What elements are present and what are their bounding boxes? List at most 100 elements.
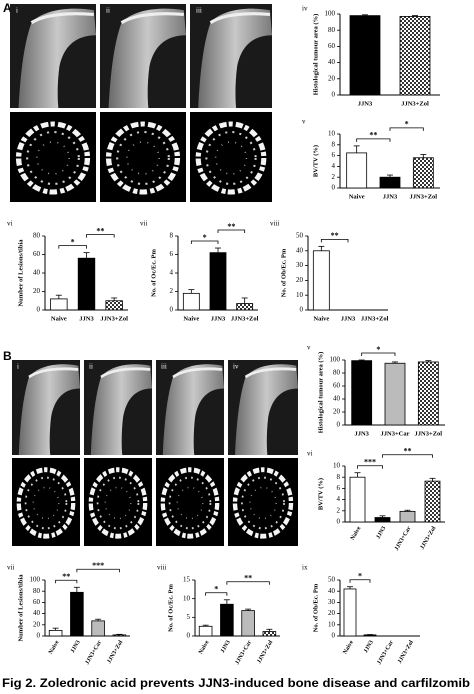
y-tick-label: 40 — [33, 269, 41, 277]
y-tick-label: 4 — [337, 495, 341, 503]
bar — [48, 630, 63, 637]
y-tick-label: 40 — [296, 246, 304, 254]
y-tick-label: 40 — [328, 587, 336, 595]
y-tick-label: 10 — [333, 462, 341, 470]
image-label: i — [17, 363, 19, 371]
y-tick-label: 0 — [170, 306, 174, 314]
significance-bracket — [382, 454, 433, 458]
x-tick-label: JJN3+Zol — [397, 639, 415, 664]
panel-label: viii — [157, 564, 166, 572]
y-tick-label: 20 — [328, 609, 336, 617]
bar — [374, 517, 391, 523]
y-tick-label: 0 — [337, 421, 341, 429]
significance-label: ** — [369, 131, 377, 140]
y-tick-label: 0 — [37, 632, 41, 640]
image-label: ii — [89, 363, 93, 371]
y-tick-label: 60 — [333, 382, 341, 390]
image-label: ii — [106, 7, 110, 15]
significance-label: * — [358, 572, 362, 581]
y-axis-label: BV/TV (%) — [312, 145, 319, 177]
panel-label: ix — [302, 564, 308, 572]
significance-bracket — [361, 352, 396, 356]
significance-label: ** — [244, 574, 252, 583]
significance-bracket — [86, 234, 115, 238]
x-tick-label: JJN3+Car — [381, 430, 410, 437]
y-tick-label: 80 — [33, 232, 41, 240]
y-tick-label: 6 — [337, 484, 341, 492]
bar — [262, 631, 277, 637]
x-tick-label: JJN3+Car — [376, 639, 395, 665]
y-tick-label: 100 — [330, 356, 341, 364]
x-tick-label: Naive — [198, 639, 211, 655]
bar — [198, 625, 213, 637]
y-tick-label: 10 — [296, 291, 304, 299]
y-tick-label: 40 — [33, 609, 41, 617]
significance-bracket — [226, 581, 270, 585]
panel-label: v — [302, 118, 306, 126]
y-axis-label: Histological tumour area (%) — [317, 352, 324, 434]
section-image — [100, 112, 186, 202]
y-tick-label: 30 — [296, 261, 304, 269]
bone-image — [228, 360, 298, 455]
y-tick-label: 80 — [328, 26, 336, 34]
y-tick-label: 0 — [187, 632, 191, 640]
section-image — [156, 458, 224, 546]
bar — [91, 620, 105, 637]
y-tick-label: 60 — [328, 42, 336, 50]
bar — [209, 252, 227, 311]
x-tick-label: Naive — [48, 639, 61, 655]
bar — [399, 510, 416, 523]
significance-label: * — [71, 237, 75, 246]
x-tick-label: JJN3 — [211, 315, 226, 322]
y-tick-label: 10 — [328, 130, 336, 138]
significance-label: *** — [364, 458, 376, 467]
x-tick-label: JJN3+Car — [234, 639, 253, 665]
bar — [424, 480, 441, 523]
section-letter: A — [3, 1, 12, 15]
significance-label: ** — [331, 231, 339, 240]
y-tick-label: 60 — [33, 598, 41, 606]
x-tick-label: JJN3+Zol — [420, 525, 438, 550]
significance-bracket — [217, 229, 246, 234]
y-tick-label: 2 — [337, 506, 341, 514]
bar — [351, 360, 373, 426]
x-tick-label: Naive — [349, 193, 365, 200]
panel-label: viii — [270, 220, 279, 228]
y-tick-label: 100 — [30, 576, 41, 584]
bar — [363, 634, 377, 637]
x-tick-label: JJN3 — [70, 640, 82, 655]
bar — [77, 257, 96, 311]
panel-label: vii — [7, 564, 14, 572]
bar — [105, 300, 123, 311]
image-label: iv — [233, 363, 239, 371]
x-tick-label: JJN3+Car — [394, 525, 413, 551]
significance-label: * — [214, 585, 218, 594]
x-tick-label: JJN3+Zol — [410, 193, 438, 200]
y-tick-label: 0 — [37, 306, 41, 314]
y-tick-label: 15 — [183, 576, 191, 584]
bar — [349, 15, 381, 96]
significance-label: * — [405, 120, 409, 129]
bar — [399, 16, 431, 96]
bone-image — [10, 4, 96, 108]
significance-bracket — [58, 245, 87, 249]
y-tick-label: 20 — [328, 74, 336, 82]
y-tick-label: 0 — [337, 518, 341, 526]
panel-label: iv — [302, 5, 308, 13]
y-tick-label: 100 — [325, 10, 336, 18]
x-tick-label: Naive — [342, 639, 355, 655]
y-tick-label: 6 — [170, 250, 174, 258]
x-tick-label: JJN3 — [341, 315, 356, 322]
bar — [349, 476, 366, 523]
x-tick-label: JJN3 — [363, 640, 375, 655]
y-axis-label: BV/TV (%) — [317, 478, 324, 510]
bar — [412, 157, 434, 189]
y-tick-label: 30 — [328, 598, 336, 606]
y-axis-label: No. of Ob/Ec. Pm — [280, 248, 287, 297]
y-tick-label: 2 — [332, 173, 336, 181]
x-tick-label: JJN3 — [383, 193, 398, 200]
significance-label: * — [203, 233, 207, 242]
y-tick-label: 8 — [332, 140, 336, 148]
x-tick-label: JJN3+Car — [84, 639, 103, 665]
bar — [379, 176, 401, 189]
